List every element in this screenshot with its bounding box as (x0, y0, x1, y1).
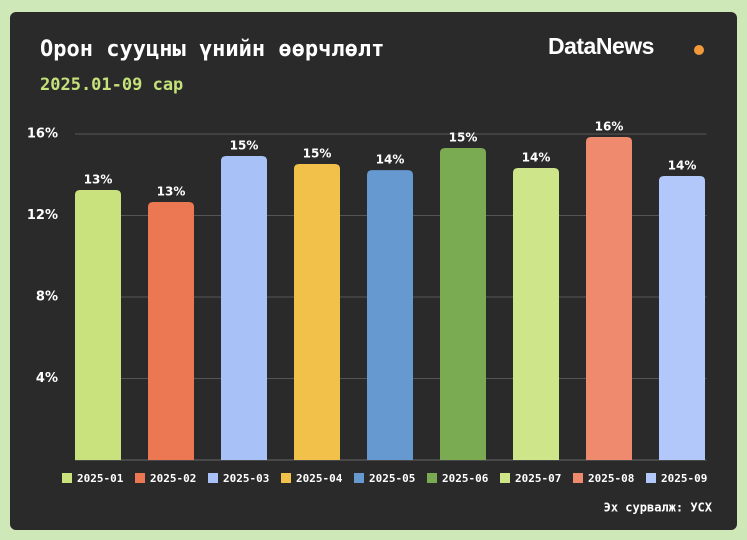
legend-label: 2025-08 (588, 472, 634, 485)
legend-label: 2025-06 (442, 472, 489, 485)
value-label: 14% (522, 151, 551, 165)
source: Эх сурвалж: УСХ (604, 501, 713, 515)
legend-label: 2025-03 (223, 472, 269, 485)
bar (294, 163, 340, 461)
legend-label: 2025-09 (661, 472, 707, 485)
bar (221, 156, 267, 460)
value-label: 16% (595, 120, 624, 134)
y-tick-label: 12% (27, 208, 58, 223)
legend-label: 2025-05 (369, 472, 415, 485)
legend-swatch (62, 473, 72, 483)
legend-label: 2025-01 (77, 472, 124, 485)
bar (440, 148, 486, 460)
legend-swatch (427, 473, 437, 483)
bar (586, 137, 632, 460)
value-label: 13% (157, 185, 186, 199)
legend-swatch (573, 473, 583, 483)
y-tick-label: 4% (36, 371, 58, 386)
bar (367, 170, 413, 460)
bar (659, 175, 705, 460)
bar (75, 190, 121, 460)
legend-label: 2025-07 (515, 472, 561, 485)
value-label: 15% (449, 131, 478, 145)
legend-swatch (208, 473, 218, 483)
legend-swatch (354, 473, 364, 483)
y-tick-label: 16% (27, 127, 58, 142)
y-tick-label: 8% (36, 290, 58, 305)
value-label: 13% (84, 173, 113, 187)
bar (513, 168, 559, 460)
legend-swatch (500, 473, 510, 483)
legend-label: 2025-02 (150, 472, 196, 485)
brand-dot (694, 45, 704, 55)
legend-label: 2025-04 (296, 472, 343, 485)
bar (148, 202, 194, 461)
value-label: 15% (303, 146, 332, 160)
value-label: 15% (230, 139, 259, 153)
legend-swatch (281, 473, 291, 483)
value-label: 14% (376, 153, 405, 167)
chart-subtitle: 2025.01-09 сар (40, 75, 183, 95)
brand: DataNews (548, 33, 654, 59)
chart-title: Орон сууцны үнийн өөрчлөлт (40, 37, 384, 62)
value-label: 14% (668, 158, 697, 172)
legend-swatch (646, 473, 656, 483)
legend-swatch (135, 473, 145, 483)
